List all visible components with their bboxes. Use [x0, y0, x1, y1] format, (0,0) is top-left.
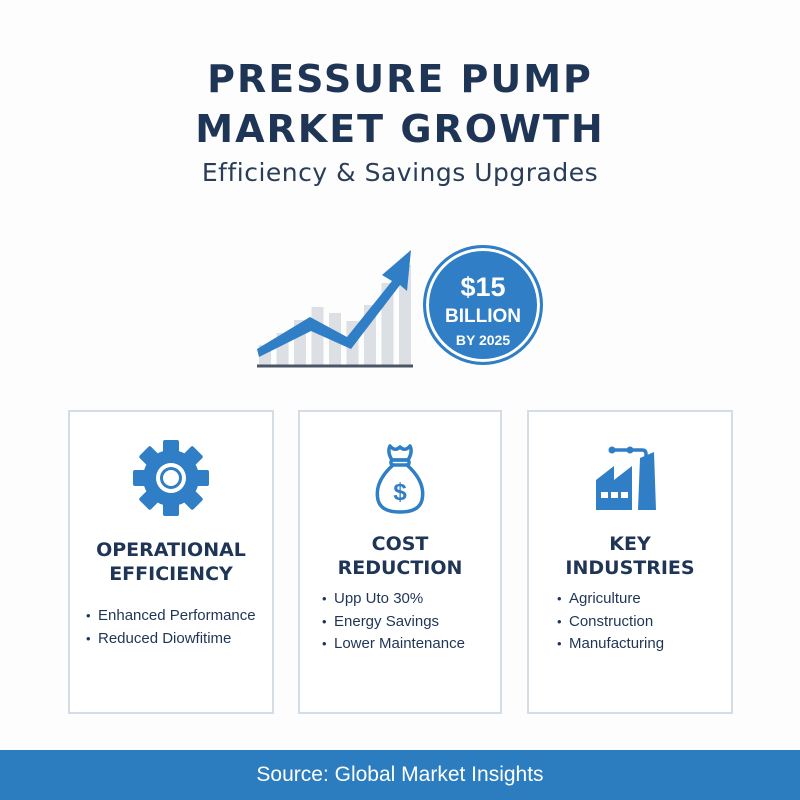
card-heading: KEY INDUSTRIES: [529, 532, 731, 580]
list-item: Upp Uto 30%: [322, 588, 465, 611]
chart-bars: [259, 265, 411, 365]
page-title-line-2: MARKET GROWTH: [195, 107, 605, 151]
list-item: Agriculture: [557, 588, 664, 611]
chart-bar: [311, 307, 324, 365]
svg-text:$: $: [393, 479, 407, 506]
money-bag-icon: $: [375, 444, 425, 514]
list-item: Lower Maintenance: [322, 633, 465, 656]
heading-line-2: EFFICIENCY: [109, 563, 233, 585]
page-title-line-1: PRESSURE PUMP: [207, 57, 593, 101]
heading-line-1: OPERATIONAL: [96, 539, 246, 561]
card-operational-efficiency: OPERATIONAL EFFICIENCY Enhanced Performa…: [68, 410, 274, 714]
heading-line-2: INDUSTRIES: [565, 557, 695, 579]
card-list: Upp Uto 30% Energy Savings Lower Mainten…: [322, 588, 465, 656]
card-cost-reduction: $ COST REDUCTION Upp Uto 30% Energy Savi…: [298, 410, 502, 714]
trend-arrow-icon: [257, 250, 411, 357]
list-item: Construction: [557, 611, 664, 634]
badge-year: BY 2025: [455, 332, 511, 348]
list-item: Enhanced Performance: [86, 605, 256, 628]
growth-chart-icon: [257, 250, 413, 368]
card-heading: COST REDUCTION: [300, 532, 500, 580]
gear-icon: [133, 440, 209, 516]
card-heading: OPERATIONAL EFFICIENCY: [70, 538, 272, 586]
heading-line-1: KEY: [609, 533, 651, 555]
factory-icon: [596, 446, 656, 510]
badge-amount: $15: [460, 272, 506, 302]
chart-bar: [399, 265, 411, 365]
list-item: Energy Savings: [322, 611, 465, 634]
list-item: Manufacturing: [557, 633, 664, 656]
market-size-badge: $15 BILLION BY 2025: [423, 245, 543, 365]
card-list: Agriculture Construction Manufacturing: [557, 588, 664, 656]
heading-line-1: COST: [371, 533, 429, 555]
badge-unit: BILLION: [445, 306, 521, 327]
list-item: Reduced Diowfitime: [86, 628, 256, 651]
source-footer: Source: Global Market Insights: [0, 750, 800, 800]
page-subtitle: Efficiency & Savings Upgrades: [201, 158, 599, 187]
card-list: Enhanced Performance Reduced Diowfitime: [86, 605, 256, 650]
card-key-industries: KEY INDUSTRIES Agriculture Construction …: [527, 410, 733, 714]
heading-line-2: REDUCTION: [337, 557, 463, 579]
